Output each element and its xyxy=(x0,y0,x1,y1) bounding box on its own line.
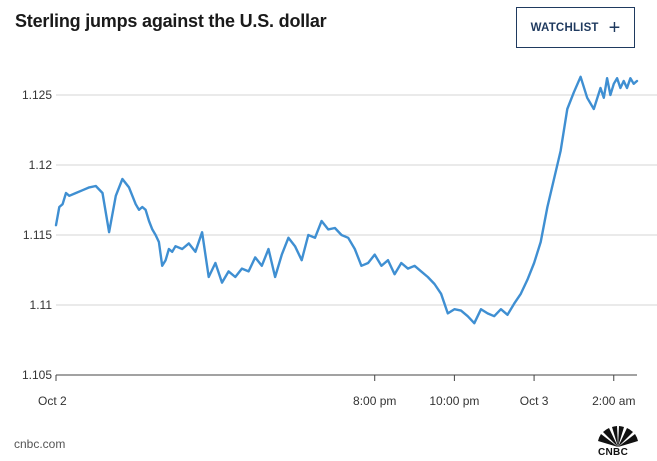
plus-icon: + xyxy=(608,16,621,39)
y-tick-label: 1.125 xyxy=(22,88,52,102)
y-tick-label: 1.12 xyxy=(29,158,53,172)
plot-area xyxy=(54,75,639,325)
y-tick-label: 1.11 xyxy=(30,298,53,312)
x-tick-label: Oct 3 xyxy=(520,394,549,408)
x-axis: Oct 2 8:00 pm 10:00 pm Oct 3 2:00 am xyxy=(38,374,637,408)
y-axis-tick-labels: 1.105 1.11 1.115 1.12 1.125 xyxy=(22,88,52,382)
watchlist-label: WATCHLIST xyxy=(530,21,599,34)
y-tick-label: 1.105 xyxy=(22,368,52,382)
x-tick-label: 2:00 am xyxy=(592,394,635,408)
gridlines xyxy=(56,94,657,306)
watchlist-button[interactable]: WATCHLIST + xyxy=(516,7,635,48)
cnbc-peacock-logo-icon xyxy=(598,426,638,447)
series-line xyxy=(54,75,639,325)
source-credit: cnbc.com xyxy=(14,437,66,451)
x-tick-label: 10:00 pm xyxy=(429,394,479,408)
logo-wordmark: CNBC xyxy=(598,447,629,458)
y-tick-label: 1.115 xyxy=(23,228,52,242)
chart-title: Sterling jumps against the U.S. dollar xyxy=(15,11,327,31)
x-tick-label: 8:00 pm xyxy=(353,394,396,408)
x-tick-label: Oct 2 xyxy=(38,394,67,408)
